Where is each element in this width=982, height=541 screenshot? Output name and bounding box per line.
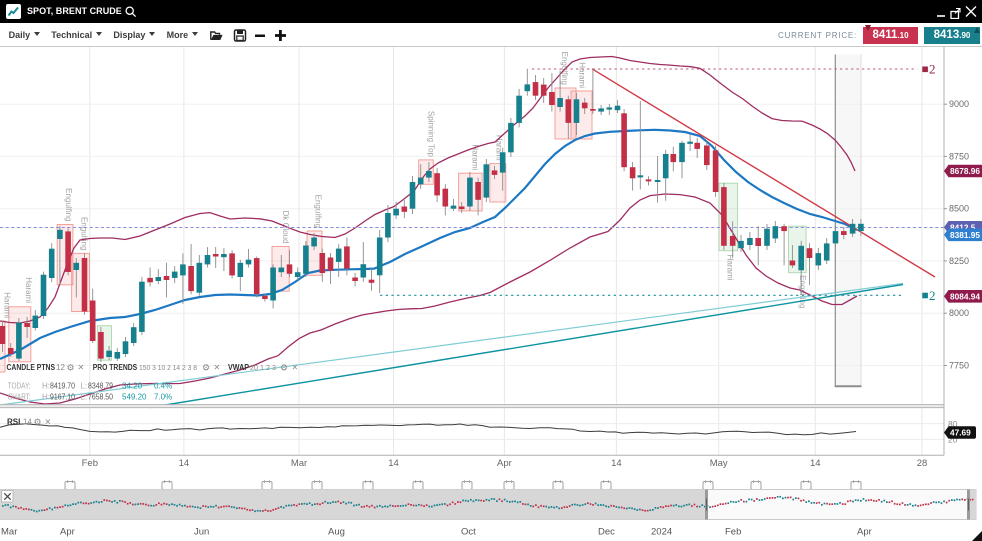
svg-text:⚙: ⚙ bbox=[67, 362, 75, 372]
svg-text:34.20: 34.20 bbox=[122, 382, 143, 391]
svg-text:Mar: Mar bbox=[1, 527, 17, 538]
svg-text:Jun: Jun bbox=[194, 527, 209, 538]
svg-text:14: 14 bbox=[388, 458, 399, 469]
svg-text:⚙: ⚙ bbox=[280, 362, 288, 372]
svg-text:VWAP: VWAP bbox=[228, 363, 250, 372]
svg-text:PRO TRENDS: PRO TRENDS bbox=[93, 363, 138, 372]
svg-text:Feb: Feb bbox=[725, 527, 741, 538]
svg-text:8750: 8750 bbox=[949, 151, 969, 161]
svg-text:✕: ✕ bbox=[292, 363, 299, 372]
svg-text:14: 14 bbox=[23, 418, 32, 427]
svg-text:Apr: Apr bbox=[60, 527, 75, 538]
svg-text:7.0%: 7.0% bbox=[154, 392, 172, 401]
svg-text:80: 80 bbox=[948, 419, 958, 429]
svg-text:12: 12 bbox=[56, 363, 65, 372]
svg-text:Engulfing: Engulfing bbox=[560, 52, 569, 85]
svg-text:8500: 8500 bbox=[949, 204, 969, 214]
svg-text:47.69: 47.69 bbox=[950, 428, 971, 438]
svg-text:8419.70: 8419.70 bbox=[50, 382, 75, 391]
svg-text:14: 14 bbox=[810, 458, 821, 469]
svg-text:TODAY:: TODAY: bbox=[8, 382, 31, 391]
svg-text:20 1 2 3: 20 1 2 3 bbox=[250, 363, 276, 372]
svg-text:Apr: Apr bbox=[497, 458, 512, 469]
svg-text:Spinning Top: Spinning Top bbox=[427, 111, 436, 158]
svg-text:May: May bbox=[710, 458, 728, 469]
svg-text:Harami: Harami bbox=[578, 62, 587, 88]
svg-text:14: 14 bbox=[611, 458, 622, 469]
svg-text:Feb: Feb bbox=[82, 458, 98, 469]
svg-text:Aug: Aug bbox=[328, 527, 345, 538]
svg-text:✕: ✕ bbox=[45, 418, 52, 427]
svg-text:2: 2 bbox=[929, 62, 936, 77]
svg-text:Dec: Dec bbox=[598, 527, 615, 538]
svg-text:Mar: Mar bbox=[291, 458, 307, 469]
svg-text:H:: H: bbox=[42, 382, 50, 391]
svg-text:L:: L: bbox=[80, 382, 87, 391]
svg-text:⚙: ⚙ bbox=[202, 362, 210, 372]
svg-text:549.20: 549.20 bbox=[122, 392, 147, 401]
svg-text:Engulfing: Engulfing bbox=[80, 217, 89, 250]
svg-text:Harami: Harami bbox=[3, 292, 12, 318]
svg-text:H:: H: bbox=[42, 392, 50, 401]
svg-text:9167.10: 9167.10 bbox=[50, 392, 75, 401]
svg-text:✕: ✕ bbox=[78, 363, 85, 372]
svg-text:Engulfing: Engulfing bbox=[314, 195, 323, 228]
svg-text:150 3 10 2 14 2 3 8: 150 3 10 2 14 2 3 8 bbox=[139, 363, 197, 372]
svg-text:8678.96: 8678.96 bbox=[950, 166, 980, 176]
svg-text:8381.95: 8381.95 bbox=[950, 230, 980, 240]
svg-text:Engulfing: Engulfing bbox=[64, 188, 73, 221]
svg-text:Oct: Oct bbox=[461, 527, 476, 538]
svg-text:Harami: Harami bbox=[495, 135, 504, 161]
svg-text:14: 14 bbox=[179, 458, 190, 469]
svg-text:8412.5: 8412.5 bbox=[950, 222, 976, 232]
svg-text:Harami: Harami bbox=[24, 277, 33, 303]
svg-text:L:: L: bbox=[80, 392, 87, 401]
svg-text:RSI: RSI bbox=[7, 418, 20, 427]
svg-text:20: 20 bbox=[948, 435, 958, 445]
svg-text:7750: 7750 bbox=[949, 361, 969, 371]
svg-text:8084.94: 8084.94 bbox=[950, 291, 980, 301]
svg-text:28: 28 bbox=[917, 458, 928, 469]
svg-text:8348.79: 8348.79 bbox=[88, 382, 113, 391]
svg-text:Harami: Harami bbox=[471, 144, 480, 170]
svg-text:8000: 8000 bbox=[949, 308, 969, 318]
svg-text:CANDLE PTNS: CANDLE PTNS bbox=[7, 363, 56, 372]
svg-text:2: 2 bbox=[929, 288, 936, 303]
svg-text:⚙: ⚙ bbox=[34, 417, 42, 427]
svg-text:9000: 9000 bbox=[949, 99, 969, 109]
svg-text:7658.50: 7658.50 bbox=[88, 392, 113, 401]
svg-text:Apr: Apr bbox=[857, 527, 872, 538]
svg-text:✕: ✕ bbox=[214, 363, 221, 372]
svg-text:2024: 2024 bbox=[651, 527, 672, 538]
svg-text:CHART:: CHART: bbox=[8, 392, 31, 401]
svg-text:Harami: Harami bbox=[725, 255, 734, 281]
svg-text:0.4%: 0.4% bbox=[154, 382, 172, 391]
svg-text:8250: 8250 bbox=[949, 256, 969, 266]
